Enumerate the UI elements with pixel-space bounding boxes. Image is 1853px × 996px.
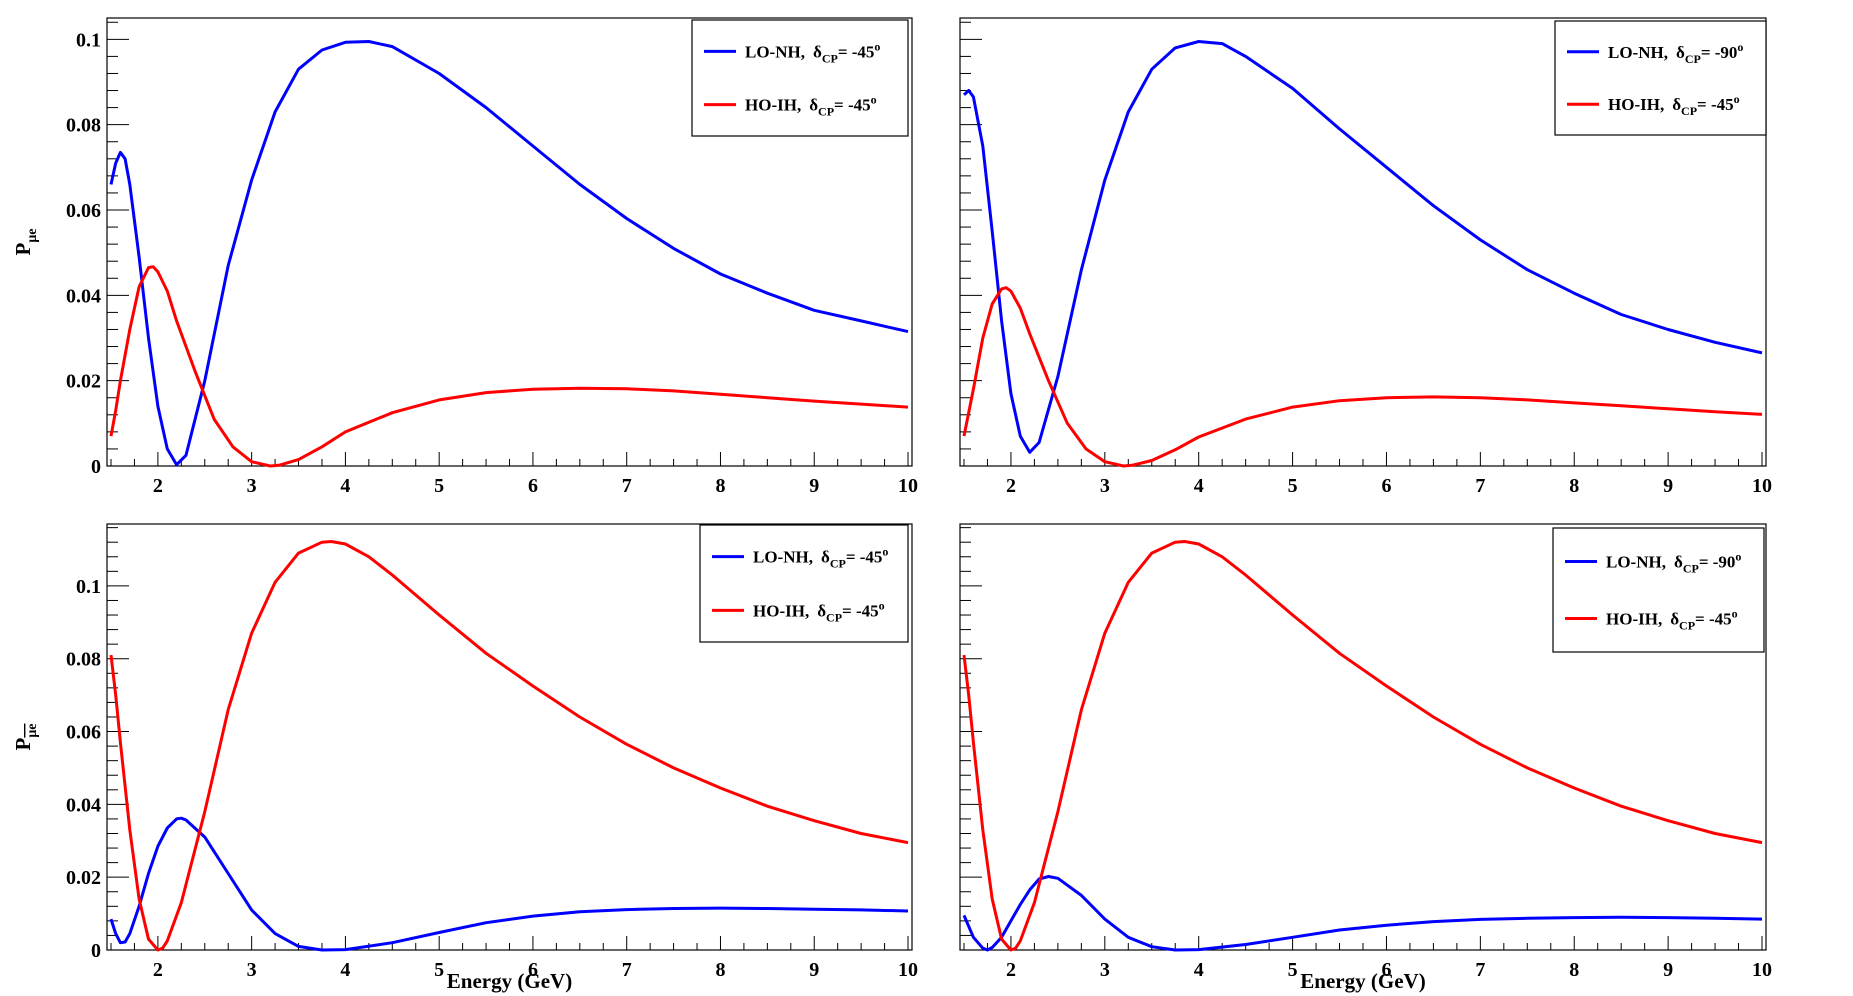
- x-tick-label: 2: [1006, 475, 1016, 497]
- legend-entry: HO-IH, δCP= -45o: [1606, 607, 1738, 633]
- y-tick-label: 0.06: [66, 722, 101, 744]
- legend: LO-NH, δCP= -45o HO-IH, δCP= -45o: [699, 524, 909, 643]
- panel-bottom-right: 2 3 4 5 6 7 8 9 10 LO-NH, δCP= -90o HO-IH, δCP= -45o: [959, 523, 1772, 981]
- series-line-lonh: [109, 816, 909, 952]
- x-tick-label: 3: [1100, 475, 1110, 497]
- legend-entry: HO-IH, δCP= -45o: [1608, 92, 1740, 118]
- x-tick-label: 5: [434, 475, 444, 497]
- x-tick-label: 4: [340, 959, 350, 981]
- x-tick-label: 10: [1752, 959, 1772, 981]
- x-tick-label: 7: [622, 475, 632, 497]
- y-axis-title: Pμe: [11, 724, 40, 751]
- y-tick-label: 0.02: [66, 371, 101, 393]
- x-tick-label: 10: [898, 959, 918, 981]
- legend-entry: LO-NH, δCP= -90o: [1606, 549, 1741, 575]
- y-tick-label: 0.1: [76, 29, 101, 51]
- x-tick-label: 5: [434, 959, 444, 981]
- series-line-hoih: [962, 540, 1763, 952]
- x-tick-label: 6: [528, 475, 538, 497]
- legend-entry: LO-NH, δCP= -45o: [745, 39, 880, 65]
- legend: LO-NH, δCP= -90o HO-IH, δCP= -45o: [1552, 527, 1765, 653]
- series-line-hoih: [109, 265, 909, 468]
- x-axis-title-bottom-left: Energy (GeV): [447, 969, 572, 993]
- panel-top-left: 0 0.02 0.04 0.06 0.08 0.1 2 3 4 5 6 7 8 9 10 Pμe LO-NH, δ…: [11, 17, 918, 497]
- legend-box: [691, 19, 909, 137]
- x-tick-label: 8: [1569, 475, 1579, 497]
- legend-box: [699, 524, 909, 643]
- x-tick-label: 8: [1569, 959, 1579, 981]
- x-tick-label: 4: [1194, 475, 1204, 497]
- x-tick-label: 7: [1475, 959, 1485, 981]
- x-tick-label: 3: [247, 475, 257, 497]
- x-tick-label: 3: [247, 959, 257, 981]
- x-tick-label: 3: [1100, 959, 1110, 981]
- legend-box: [1554, 20, 1767, 136]
- x-tick-label: 6: [528, 959, 538, 981]
- x-tick-label: 2: [153, 475, 163, 497]
- series-line-lonh: [962, 40, 1763, 454]
- series-line-hoih: [962, 286, 1763, 468]
- legend-entry: HO-IH, δCP= -45o: [753, 598, 885, 624]
- y-tick-label: 0.08: [66, 649, 101, 671]
- series-line-hoih: [109, 540, 909, 952]
- y-tick-label: 0: [91, 940, 101, 962]
- y-tick-label: 0.06: [66, 200, 101, 222]
- x-tick-label: 9: [1663, 959, 1673, 981]
- legend: LO-NH, δCP= -90o HO-IH, δCP= -45o: [1554, 20, 1767, 136]
- legend-box: [1552, 527, 1765, 653]
- x-tick-label: 2: [1006, 959, 1016, 981]
- y-tick-label: 0.02: [66, 867, 101, 889]
- legend-entry: LO-NH, δCP= -45o: [753, 545, 888, 571]
- x-tick-label: 6: [1381, 475, 1391, 497]
- x-tick-label: 7: [622, 959, 632, 981]
- x-tick-label: 9: [809, 959, 819, 981]
- x-tick-label: 6: [1381, 959, 1391, 981]
- x-tick-label: 4: [340, 475, 350, 497]
- y-tick-label: 0.1: [76, 576, 101, 598]
- panel-bottom-left: 0 0.02 0.04 0.06 0.08 0.1 2 3 4 5 6 7 8 9 10 Pμe LO-NH, δ…: [11, 523, 918, 981]
- x-tick-label: 5: [1288, 959, 1298, 981]
- x-tick-label: 10: [898, 475, 918, 497]
- x-tick-label: 8: [715, 475, 725, 497]
- x-tick-label: 2: [153, 959, 163, 981]
- x-tick-label: 5: [1288, 475, 1298, 497]
- panel-top-right: 2 3 4 5 6 7 8 9 10 LO-NH, δCP= -90o HO-IH, δCP= -45o: [959, 17, 1772, 497]
- y-tick-label: 0: [91, 456, 101, 478]
- x-tick-label: 10: [1752, 475, 1772, 497]
- series-line-lonh: [109, 40, 909, 467]
- x-tick-label: 7: [1475, 475, 1485, 497]
- y-tick-label: 0.08: [66, 115, 101, 137]
- y-tick-label: 0.04: [66, 285, 101, 307]
- x-tick-label: 9: [1663, 475, 1673, 497]
- y-tick-label: 0.04: [66, 794, 101, 816]
- legend: LO-NH, δCP= -45o HO-IH, δCP= -45o: [691, 19, 909, 137]
- series-line-lonh: [962, 875, 1763, 952]
- x-axis-title-bottom-right: Energy (GeV): [1300, 969, 1425, 993]
- x-tick-label: 9: [809, 475, 819, 497]
- legend-entry: HO-IH, δCP= -45o: [745, 93, 877, 119]
- x-tick-label: 4: [1194, 959, 1204, 981]
- y-axis-title: Pμe: [11, 229, 40, 256]
- legend-entry: LO-NH, δCP= -90o: [1608, 40, 1743, 66]
- x-tick-label: 8: [715, 959, 725, 981]
